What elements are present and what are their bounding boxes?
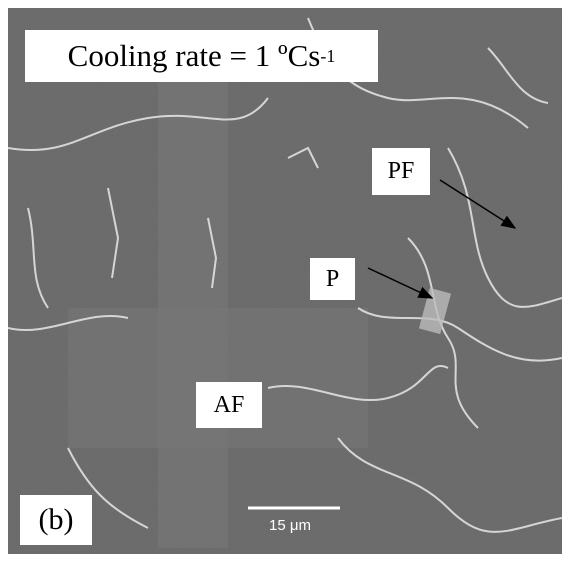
- title: Cooling rate = 1 ºCs: [68, 38, 321, 74]
- title-box: Cooling rate = 1 ºCs-1: [25, 30, 378, 82]
- label-pf: PF: [372, 148, 430, 195]
- label-p: P: [310, 258, 355, 300]
- scale-bar-label: 15 μm: [269, 517, 311, 534]
- page: 15 μm Cooling rate = 1 ºCs-1 PF P AF (b)…: [0, 0, 570, 562]
- micrograph: 15 μm Cooling rate = 1 ºCs-1 PF P AF (b): [8, 8, 562, 554]
- micrograph-image: 15 μm: [8, 8, 562, 554]
- label-af: AF: [196, 382, 262, 428]
- title-superscript: -1: [320, 46, 335, 67]
- panel-label: (b): [20, 495, 92, 545]
- background: [8, 8, 562, 554]
